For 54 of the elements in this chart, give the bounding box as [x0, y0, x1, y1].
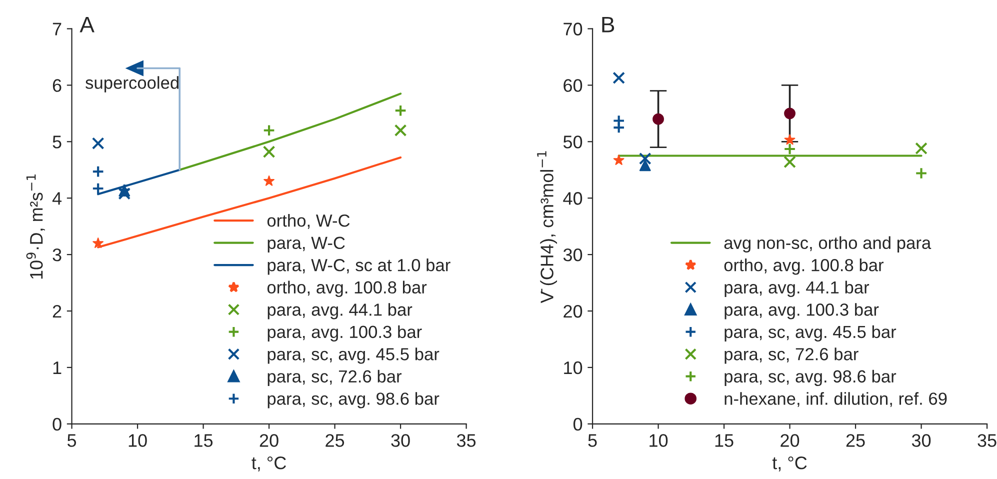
y-tick-label: 4	[52, 192, 62, 205]
x-tick-label: 35	[978, 434, 996, 447]
legend-label: para, sc, avg. 98.6 bar	[268, 392, 440, 408]
x-tick-label: 5	[67, 434, 76, 447]
y-tick-label: 50	[563, 136, 582, 148]
x-tick-label: 10	[128, 434, 147, 447]
x-axis-title: t, °C	[252, 456, 286, 472]
annotation: supercooled	[86, 76, 179, 92]
y-tick-label: 40	[563, 192, 582, 205]
y-tick-label: 0	[52, 418, 62, 431]
y-tick-label: 3	[52, 248, 62, 262]
legend-label: avg non-sc, ortho and para	[724, 236, 932, 252]
legend-label: para, W-C, sc at 1.0 bar	[268, 258, 450, 275]
x-tick-label: 15	[715, 434, 734, 447]
y-tick-label: 10	[564, 361, 582, 374]
legend-label: para, sc, avg. 45.5 bar	[268, 348, 440, 364]
chart-title: B	[602, 16, 614, 32]
y-tick-label: 0	[573, 418, 582, 431]
chart-title: A	[80, 16, 94, 32]
y-tick-label: 30	[563, 248, 582, 262]
y-tick-label: 60	[564, 79, 582, 92]
y-tick-label: 1	[53, 362, 62, 374]
x-tick-label: 30	[391, 434, 410, 447]
x-tick-label: 25	[326, 434, 344, 447]
legend-label: para, sc, avg. 98.6 bar	[724, 370, 896, 386]
x-tick-label: 15	[194, 434, 213, 447]
x-tick-label: 35	[456, 434, 476, 447]
y-axis-title: V̄ (CH4), cm³mol$^{−1}$	[537, 151, 557, 304]
legend-label: n-hexane, inf. dilution, ref. 69	[724, 392, 947, 407]
x-axis-title: t, °C	[772, 456, 807, 472]
x-tick-label: 10	[650, 434, 668, 447]
legend-label: para, sc, 72.6 bar	[724, 348, 858, 364]
legend-label: ortho, avg. 100.8 bar	[267, 280, 427, 297]
y-tick-label: 7	[52, 22, 62, 36]
legend-label: para, W-C	[268, 236, 345, 252]
legend-label: para, avg. 44.1 bar	[268, 303, 412, 320]
legend-label: para, avg. 44.1 bar	[724, 280, 870, 297]
x-tick-label: 5	[588, 434, 597, 447]
legend-label: ortho, W-C	[267, 214, 350, 229]
y-axis-title: 10$^{9}$·D, m²s$^{−1}$	[26, 174, 45, 279]
y-tick-label: 20	[564, 304, 582, 318]
legend-label: para, sc, 72.6 bar	[268, 370, 402, 386]
legend-label: para, avg. 100.3 bar	[724, 303, 879, 320]
y-tick-label: 5	[52, 136, 62, 148]
x-tick-label: 20	[780, 434, 800, 447]
y-tick-label: 70	[564, 22, 582, 36]
x-tick-label: 25	[846, 434, 865, 447]
y-tick-label: 6	[52, 79, 62, 92]
legend-label: para, sc, avg. 45.5 bar	[724, 325, 896, 342]
legend-label: ortho, avg. 100.8 bar	[724, 258, 884, 275]
y-tick-label: 2	[52, 304, 62, 318]
x-tick-label: 30	[912, 434, 931, 447]
x-tick-label: 20	[260, 434, 278, 447]
legend-label: para, avg. 100.3 bar	[268, 325, 422, 342]
